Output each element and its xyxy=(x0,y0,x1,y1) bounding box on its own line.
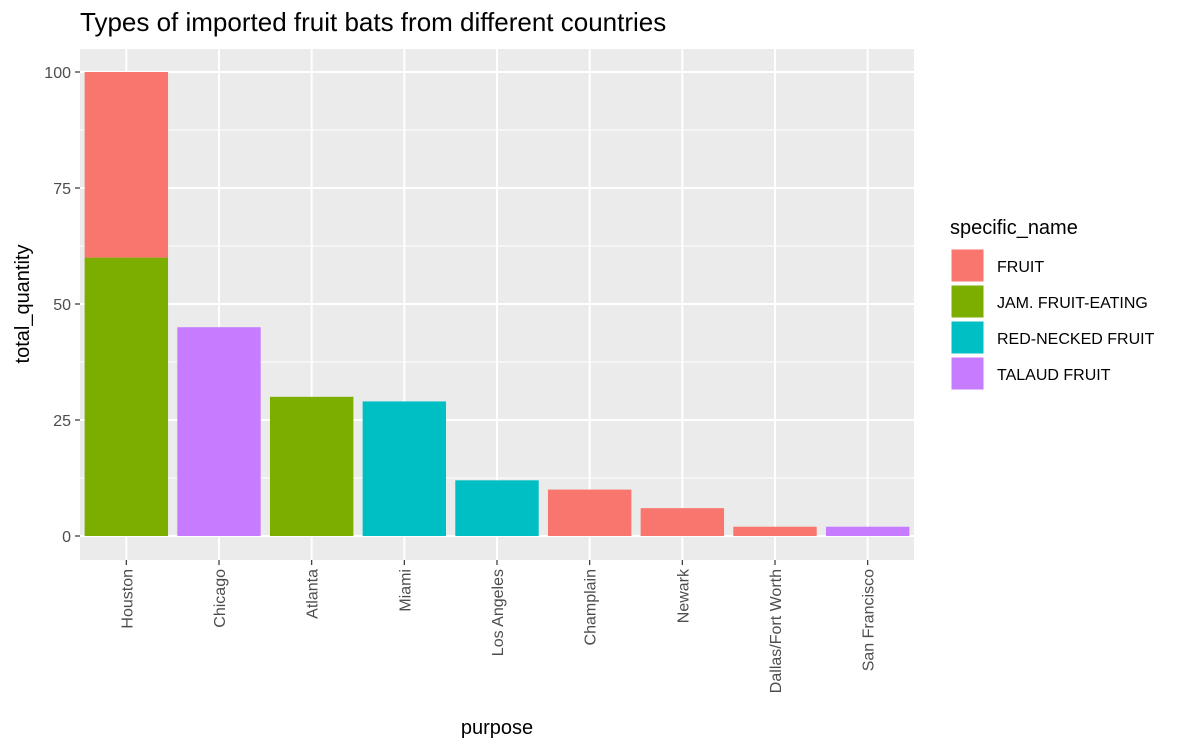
bar-segment xyxy=(84,72,169,258)
x-tick-label: Chicago xyxy=(212,569,229,628)
x-tick-label: Miami xyxy=(397,569,414,612)
bar-segment xyxy=(825,526,910,536)
legend-swatch xyxy=(950,356,985,391)
bar-segment xyxy=(269,396,354,536)
y-tick-label: 100 xyxy=(44,65,71,82)
legend-label: TALAUD FRUIT xyxy=(997,367,1111,384)
x-tick-label: San Francisco xyxy=(861,569,878,671)
bars xyxy=(84,72,910,536)
legend-swatch xyxy=(950,284,985,319)
y-axis: 0 25 50 75 100 xyxy=(44,65,80,546)
bar-segment xyxy=(362,401,447,536)
legend-label: FRUIT xyxy=(997,259,1044,276)
x-tick-label: Atlanta xyxy=(305,569,322,619)
x-tick-label: Los Angeles xyxy=(490,569,507,656)
x-tick-label: Newark xyxy=(675,568,692,623)
y-axis-title: total_quantity xyxy=(12,245,34,364)
legend-swatch xyxy=(950,248,985,283)
x-axis-title: purpose xyxy=(461,717,533,739)
bar-segment xyxy=(455,480,539,536)
bar-segment xyxy=(733,526,817,536)
x-tick-label: Dallas/Fort Worth xyxy=(768,569,785,693)
bar-segment xyxy=(640,508,725,536)
legend-title: specific_name xyxy=(950,217,1078,239)
y-tick-label: 25 xyxy=(53,413,71,430)
x-tick-label: Champlain xyxy=(583,569,600,645)
y-tick-label: 50 xyxy=(53,297,71,314)
chart-title: Types of imported fruit bats from differ… xyxy=(80,7,666,37)
bar-segment xyxy=(547,489,632,536)
x-tick-label: Houston xyxy=(119,569,136,629)
bar-segment xyxy=(177,327,261,536)
legend-label: JAM. FRUIT-EATING xyxy=(997,295,1148,312)
y-tick-label: 75 xyxy=(53,181,71,198)
bar-segment xyxy=(84,257,169,536)
x-axis: Houston Chicago Atlanta Miami Los Angeles Cha… xyxy=(119,560,878,693)
legend-swatch xyxy=(950,320,985,355)
legend: specific_name FRUIT JAM. FRUIT-EATING RED-… xyxy=(950,217,1155,391)
y-tick-label: 0 xyxy=(62,529,71,546)
legend-label: RED-NECKED FRUIT xyxy=(997,331,1155,348)
